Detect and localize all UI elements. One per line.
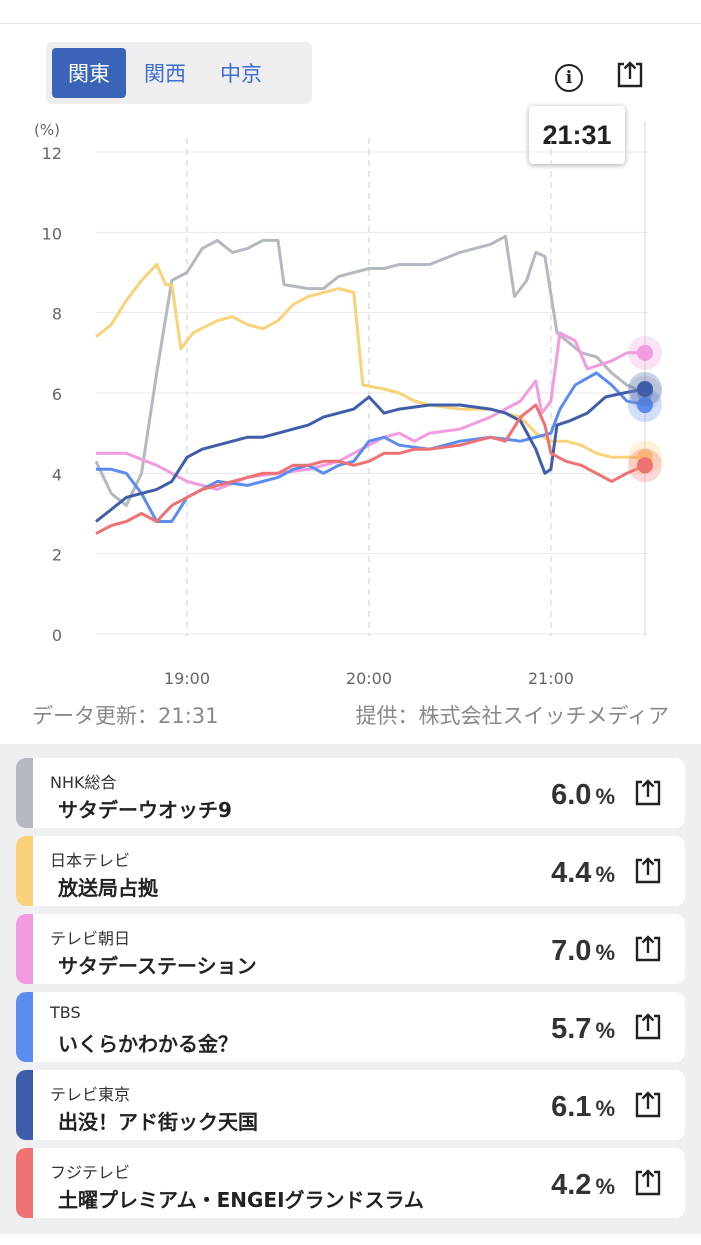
tab-kanto[interactable]: 関東 — [52, 48, 126, 98]
channel-name: TBS — [50, 1003, 81, 1022]
program-title: 土曜プレミアム・ENGEIグランドスラム — [58, 1188, 424, 1212]
channel-card-cx[interactable]: フジテレビ 土曜プレミアム・ENGEIグランドスラム 4.2% — [16, 1148, 685, 1218]
share-icon[interactable] — [615, 60, 645, 90]
rating-unit: % — [595, 940, 615, 965]
series-line-cx — [95, 403, 646, 535]
region-tabs: 関東 関西 中京 — [46, 42, 312, 104]
y-tick-label: 0 — [52, 626, 62, 645]
rating-number: 7.0 — [551, 935, 592, 967]
channel-card-asahi[interactable]: テレビ朝日 サタデーステーション 7.0% — [16, 914, 685, 984]
y-tick-label: 6 — [52, 385, 62, 404]
channel-name: NHK総合 — [50, 773, 117, 792]
program-title: サタデーステーション — [58, 954, 257, 978]
series-line-nhk — [94, 234, 646, 507]
rating-unit: % — [595, 1018, 615, 1043]
series-line-tbs — [96, 371, 646, 523]
time-tooltip: 21:31 — [529, 106, 625, 164]
rating-unit: % — [595, 862, 615, 887]
rating-chart: 0 2 4 6 8 10 12 (%) 19:00 20:00 21:00 — [0, 110, 701, 700]
series-end-dot-tbs — [636, 397, 653, 414]
channel-color-bar — [16, 758, 33, 828]
channel-card-tbs[interactable]: TBS いくらかわかる金？ 5.7% — [16, 992, 685, 1062]
data-provider: 提供：株式会社スイッチメディア — [355, 704, 669, 728]
top-strip — [0, 0, 701, 24]
rating-unit: % — [595, 1096, 615, 1121]
channel-card-nhk[interactable]: NHK総合 サタデーウオッチ9 6.0% — [16, 758, 685, 828]
channel-name: テレビ東京 — [50, 1085, 131, 1104]
series-line-asahi — [96, 331, 645, 491]
share-icon[interactable] — [633, 856, 663, 886]
series-line-ntv — [95, 263, 645, 459]
channel-color-bar — [16, 1148, 33, 1218]
rating-unit: % — [595, 784, 615, 809]
x-tick-label: 20:00 — [346, 669, 392, 688]
rating-value: 6.0% — [551, 779, 615, 812]
channel-name: フジテレビ — [50, 1163, 131, 1182]
share-icon[interactable] — [633, 1168, 663, 1198]
program-title: 出没！アド街ック天国 — [58, 1110, 258, 1134]
series-end-dot-tx — [636, 380, 653, 397]
channel-list: NHK総合 サタデーウオッチ9 6.0% 日本テレビ 放送局占拠 4.4% テレ… — [0, 744, 701, 1234]
y-tick-label: 12 — [42, 144, 62, 163]
info-icon[interactable]: i — [555, 64, 583, 92]
channel-color-bar — [16, 992, 33, 1062]
update-time: データ更新：21:31 — [32, 704, 219, 728]
x-tick-label: 21:00 — [528, 669, 574, 688]
rating-value: 7.0% — [551, 935, 615, 968]
rating-number: 6.0 — [551, 779, 592, 811]
share-icon[interactable] — [633, 1090, 663, 1120]
y-axis-label: (%) — [34, 121, 60, 139]
channel-color-bar — [16, 1070, 33, 1140]
program-title: いくらかわかる金？ — [58, 1032, 238, 1056]
channel-name: 日本テレビ — [50, 851, 131, 870]
y-tick-label: 8 — [52, 305, 62, 324]
series-end-dot-asahi — [636, 344, 653, 361]
chart-svg: 0 2 4 6 8 10 12 (%) 19:00 20:00 21:00 — [34, 121, 662, 688]
rating-value: 6.1% — [551, 1091, 615, 1124]
rating-number: 4.4 — [551, 857, 592, 889]
channel-color-bar — [16, 914, 33, 984]
rating-value: 5.7% — [551, 1013, 615, 1046]
rating-value: 4.4% — [551, 857, 615, 890]
program-title: 放送局占拠 — [58, 876, 158, 900]
series-end-dot-cx — [636, 457, 653, 474]
channel-card-ntv[interactable]: 日本テレビ 放送局占拠 4.4% — [16, 836, 685, 906]
rating-unit: % — [595, 1174, 615, 1199]
tab-kansai[interactable]: 関西 — [128, 48, 202, 98]
tab-chukyo[interactable]: 中京 — [204, 48, 278, 98]
channel-card-tx[interactable]: テレビ東京 出没！アド街ック天国 6.1% — [16, 1070, 685, 1140]
channel-name: テレビ朝日 — [50, 929, 131, 948]
y-tick-label: 10 — [42, 224, 62, 243]
share-icon[interactable] — [633, 778, 663, 808]
channel-color-bar — [16, 836, 33, 906]
rating-value: 4.2% — [551, 1169, 615, 1202]
x-tick-label: 19:00 — [164, 669, 210, 688]
share-icon[interactable] — [633, 934, 663, 964]
y-tick-label: 4 — [52, 465, 62, 484]
share-icon[interactable] — [633, 1012, 663, 1042]
program-title: サタデーウオッチ9 — [58, 798, 232, 822]
rating-number: 5.7 — [551, 1013, 592, 1045]
rating-number: 6.1 — [551, 1091, 592, 1123]
rating-number: 4.2 — [551, 1169, 592, 1201]
y-tick-label: 2 — [52, 546, 62, 565]
